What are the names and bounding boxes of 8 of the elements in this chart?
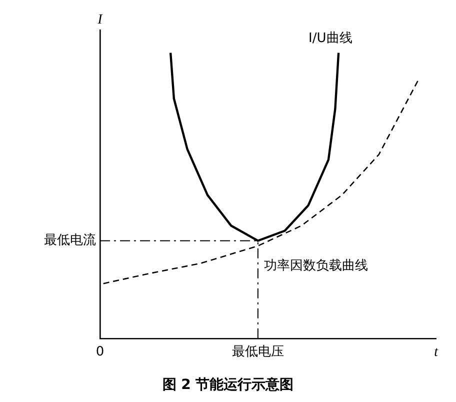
series-label: 功率因数负载曲线 xyxy=(264,257,368,274)
x-tick-label: 最低电压 xyxy=(232,344,284,360)
x-axis-title: t xyxy=(434,345,440,360)
ref-line-label: 最低电流 xyxy=(44,232,96,248)
y-axis-title: I xyxy=(96,12,104,28)
text: 图 2 节能运行示意图 xyxy=(161,376,295,394)
x-tick-label: 0 xyxy=(96,344,104,360)
series-label: I/U曲线 xyxy=(308,31,352,46)
